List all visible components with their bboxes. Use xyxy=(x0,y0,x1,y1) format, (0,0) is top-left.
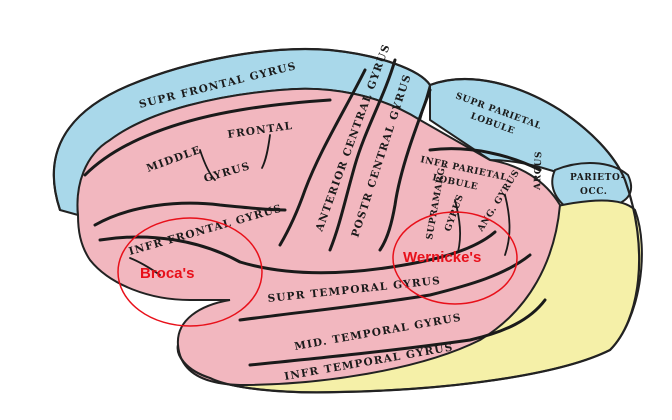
precentral-sulcus xyxy=(278,68,367,247)
minor-sulcus xyxy=(199,149,216,181)
label-parieto-occ-b: OCC. xyxy=(580,187,608,197)
minor-sulcus xyxy=(261,134,271,169)
label-arcus: ARCUS xyxy=(533,151,544,191)
broca-label: Broca's xyxy=(140,265,194,282)
wernicke-label: Wernicke's xyxy=(403,249,481,266)
central-sulcus xyxy=(328,58,397,252)
inferior-temporal-sulcus xyxy=(248,298,547,367)
lateral-fissure xyxy=(98,230,497,275)
minor-sulcus xyxy=(504,194,511,256)
label-parieto-occ-a: PARIETO- xyxy=(570,173,625,183)
inferior-frontal-sulcus xyxy=(93,201,287,227)
postcentral-sulcus xyxy=(378,88,432,252)
intraparietal-sulcus xyxy=(428,147,542,172)
superior-frontal-sulcus xyxy=(83,98,332,177)
broca-area-circle xyxy=(117,217,263,327)
brain-outline xyxy=(52,47,641,394)
minor-sulcus xyxy=(129,257,161,276)
pink-cortex-region xyxy=(76,87,562,387)
superior-temporal-sulcus xyxy=(238,253,532,322)
wernicke-area-circle xyxy=(392,211,518,305)
minor-sulcus xyxy=(454,199,462,253)
